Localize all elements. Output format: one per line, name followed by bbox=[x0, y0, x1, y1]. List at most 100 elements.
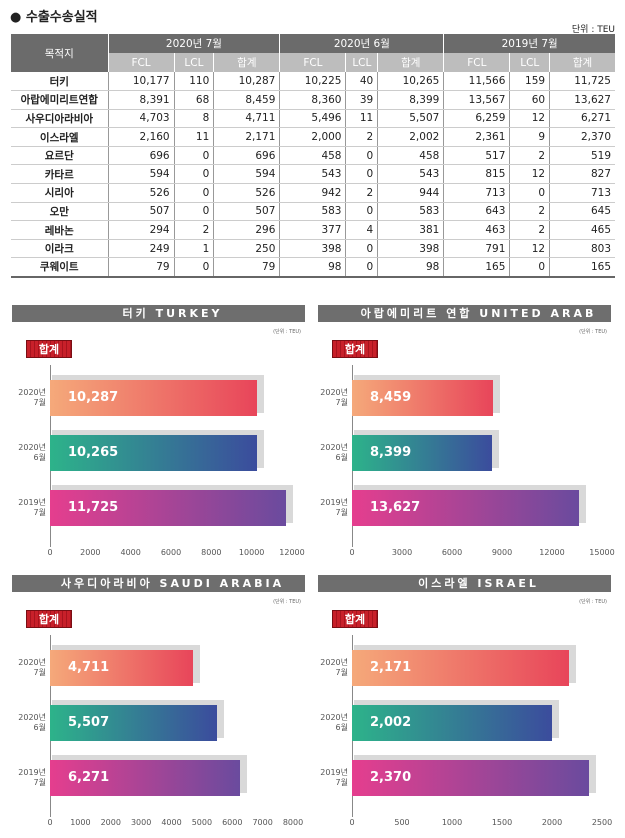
value-cell: 2,000 bbox=[279, 127, 346, 147]
value-cell: 8,391 bbox=[107, 90, 175, 110]
value-cell: 543 bbox=[377, 164, 444, 185]
x-tick-label: 15000 bbox=[589, 548, 615, 557]
value-cell: 8,459 bbox=[213, 90, 280, 110]
x-tick-label: 2500 bbox=[591, 818, 613, 827]
chart-panel: ﴾═﴿사우디아라비아 SAUDI ARABIA(단위 : TEU)합계4,711… bbox=[12, 575, 305, 830]
value-cell: 2,160 bbox=[107, 127, 175, 147]
value-cell: 0 bbox=[173, 202, 214, 222]
value-cell: 519 bbox=[549, 146, 615, 166]
chart-title: 사우디아라비아 SAUDI ARABIA bbox=[12, 575, 305, 592]
bar: 8,399 bbox=[352, 435, 492, 471]
group-header: 2020년 6월 bbox=[279, 34, 444, 53]
value-cell: 507 bbox=[213, 202, 280, 222]
bar: 6,271 bbox=[50, 760, 241, 796]
value-cell: 2 bbox=[345, 127, 378, 147]
bar: 8,459 bbox=[352, 380, 493, 416]
value-cell: 643 bbox=[443, 202, 510, 222]
value-cell: 2 bbox=[509, 220, 550, 240]
value-cell: 0 bbox=[173, 257, 214, 278]
chart-panel: 터키 TURKEY (단위 : TEU) 합계 10,287 2020년 7월 10,265… bbox=[12, 305, 305, 560]
category-label: 2019년 7월 bbox=[320, 498, 348, 517]
sub-header: FCL bbox=[279, 53, 346, 72]
category-label: 2020년 7월 bbox=[320, 388, 348, 407]
value-cell: 815 bbox=[443, 164, 510, 185]
value-cell: 9 bbox=[509, 127, 550, 147]
x-tick-label: 0 bbox=[47, 818, 53, 827]
category-label: 2020년 6월 bbox=[320, 713, 348, 732]
x-tick-label: 6000 bbox=[441, 548, 463, 557]
value-cell: 249 bbox=[107, 239, 175, 259]
chart-unit: (단위 : TEU) bbox=[579, 599, 607, 605]
value-cell: 0 bbox=[173, 164, 214, 185]
category-label: 2020년 6월 bbox=[18, 443, 46, 462]
unit-label: 단위 : TEU bbox=[571, 25, 615, 35]
x-tick-label: 2000 bbox=[80, 548, 101, 557]
category-label: 2019년 7월 bbox=[18, 768, 46, 787]
value-cell: 13,567 bbox=[443, 90, 510, 110]
value-cell: 0 bbox=[345, 164, 378, 185]
value-cell: 0 bbox=[345, 257, 378, 278]
table-row: 이라크 249 1 250 398 0 398 791 12 803 bbox=[11, 239, 615, 259]
value-cell: 296 bbox=[213, 220, 280, 240]
x-tick-label: 8000 bbox=[201, 548, 222, 557]
bar-value-label: 2,370 bbox=[370, 770, 412, 785]
dest-cell: 시리아 bbox=[11, 183, 108, 203]
value-cell: 11 bbox=[173, 127, 214, 147]
chart-unit: (단위 : TEU) bbox=[273, 329, 301, 335]
value-cell: 526 bbox=[213, 183, 280, 203]
bar-value-label: 2,002 bbox=[370, 715, 412, 730]
dest-cell: 쿠웨이트 bbox=[11, 257, 108, 278]
chart-panel: 아랍에미리트 연합 UNITED ARAB EMIRATES (단위 : TEU)… bbox=[318, 305, 615, 560]
x-tick-label: 0 bbox=[349, 548, 355, 557]
category-label: 2019년 7월 bbox=[18, 498, 46, 517]
value-cell: 13,627 bbox=[549, 90, 615, 110]
category-label: 2020년 6월 bbox=[320, 443, 348, 462]
value-cell: 8,399 bbox=[377, 90, 444, 110]
value-cell: 6,259 bbox=[443, 109, 510, 129]
value-cell: 60 bbox=[509, 90, 550, 110]
value-cell: 11,566 bbox=[443, 72, 510, 92]
x-tick-label: 1000 bbox=[441, 818, 463, 827]
table-row: 오만 507 0 507 583 0 583 643 2 645 bbox=[11, 202, 615, 222]
bar-value-label: 6,271 bbox=[68, 770, 110, 785]
sub-header: LCL bbox=[509, 53, 550, 72]
value-cell: 543 bbox=[279, 164, 346, 185]
dest-cell: 요르단 bbox=[11, 146, 108, 166]
dest-cell: 터키 bbox=[11, 72, 108, 92]
value-cell: 4,703 bbox=[107, 109, 175, 129]
x-tick-label: 10000 bbox=[238, 548, 265, 557]
sub-header: 합계 bbox=[377, 53, 444, 72]
dest-cell: 사우디아라비아 bbox=[11, 109, 108, 129]
value-cell: 294 bbox=[107, 220, 175, 240]
value-cell: 39 bbox=[345, 90, 378, 110]
bar: 10,287 bbox=[50, 380, 258, 416]
bar-value-label: 8,459 bbox=[370, 390, 412, 405]
value-cell: 645 bbox=[549, 202, 615, 222]
chart-panel: ✡이스라엘 ISRAEL(단위 : TEU)합계2,1712020년7월2,00… bbox=[318, 575, 613, 830]
value-cell: 458 bbox=[279, 146, 346, 166]
value-cell: 11 bbox=[345, 109, 378, 129]
value-cell: 0 bbox=[173, 183, 214, 203]
x-tick-label: 9000 bbox=[491, 548, 513, 557]
value-cell: 942 bbox=[279, 183, 346, 203]
category-label: 2020년 7월 bbox=[18, 388, 46, 407]
bar: 2,002 bbox=[352, 705, 553, 741]
x-tick-label: 7000 bbox=[252, 818, 273, 827]
table-row: 터키 10,177 110 10,287 10,225 40 10,265 11,566 159… bbox=[11, 72, 615, 92]
value-cell: 12 bbox=[509, 239, 550, 259]
table-row: 이스라엘 2,160 11 2,171 2,000 2 2,002 2,361 9 2,370 bbox=[11, 127, 615, 147]
value-cell: 827 bbox=[549, 164, 615, 185]
value-cell: 398 bbox=[377, 239, 444, 259]
total-badge: 합계 bbox=[332, 610, 378, 628]
value-cell: 4 bbox=[345, 220, 378, 240]
value-cell: 0 bbox=[345, 202, 378, 222]
value-cell: 68 bbox=[173, 90, 214, 110]
group-header: 2020년 7월 bbox=[107, 34, 280, 53]
sub-header: LCL bbox=[173, 53, 214, 72]
dest-header: 목적지 bbox=[11, 34, 108, 72]
value-cell: 381 bbox=[377, 220, 444, 240]
sub-header: FCL bbox=[443, 53, 510, 72]
section-title: ● 수출수송실적 bbox=[10, 10, 98, 25]
value-cell: 10,265 bbox=[377, 72, 444, 92]
value-cell: 11,725 bbox=[549, 72, 615, 92]
